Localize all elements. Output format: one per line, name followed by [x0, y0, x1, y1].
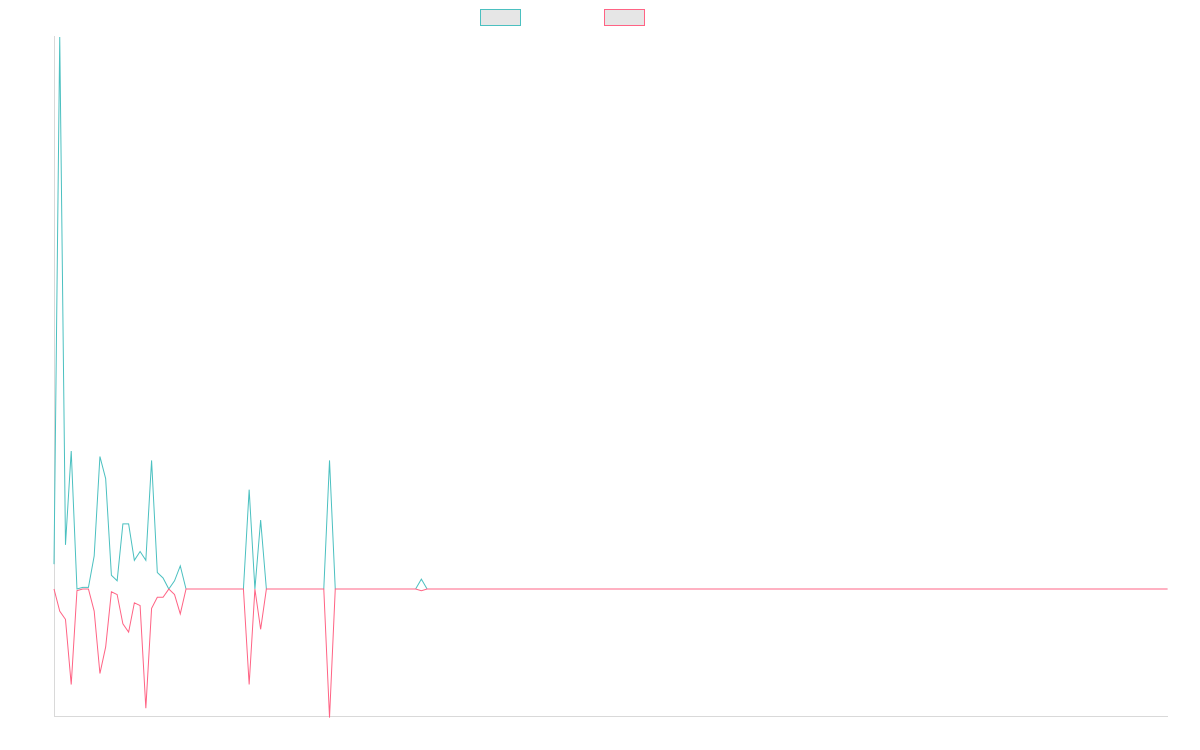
chart-axes: [54, 36, 1168, 717]
chart-legend: [480, 9, 645, 26]
legend-swatch-1[interactable]: [480, 9, 521, 26]
legend-swatch-2[interactable]: [604, 9, 645, 26]
series-line-1: [53, 36, 1168, 590]
series-line-2: [53, 588, 1168, 718]
plot-area: [53, 36, 1168, 718]
